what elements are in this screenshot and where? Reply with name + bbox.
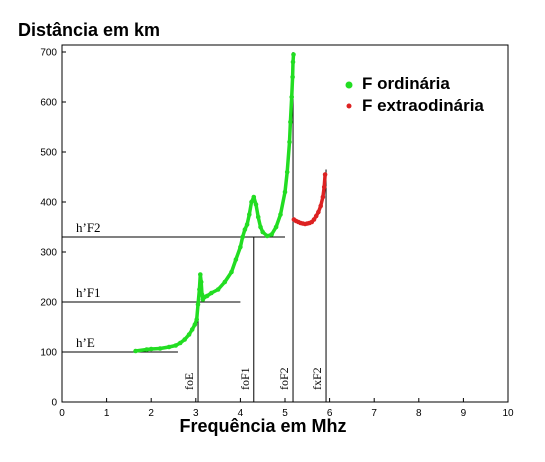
chart-title: Distância em km xyxy=(18,20,160,40)
y-tick-label: 300 xyxy=(40,248,57,259)
data-series xyxy=(133,52,328,354)
data-point xyxy=(289,94,295,100)
annotation-lines xyxy=(62,52,327,402)
legend-marker-extraordinaria xyxy=(346,103,352,109)
x-tick-label: 9 xyxy=(461,408,467,419)
data-point xyxy=(240,234,245,240)
annotation-labels: h’E h’F1 h’F2 foE foF1 foF2 fxF2 xyxy=(76,220,324,390)
data-point xyxy=(318,203,324,209)
data-point xyxy=(269,232,274,237)
data-point xyxy=(173,343,178,348)
data-point xyxy=(186,332,192,337)
data-point xyxy=(320,194,326,200)
x-tick-label: 0 xyxy=(59,408,65,419)
data-point xyxy=(198,272,203,277)
frequency-label: foF2 xyxy=(277,367,291,390)
legend-marker-ordinaria xyxy=(345,81,353,89)
x-tick-label: 6 xyxy=(327,408,333,419)
y-tick-label: 700 xyxy=(40,48,57,59)
x-tick-label: 2 xyxy=(148,408,154,419)
data-point xyxy=(288,119,293,125)
data-point xyxy=(290,74,295,80)
y-tick-label: 200 xyxy=(40,298,57,309)
x-tick-label: 1 xyxy=(104,408,110,419)
x-tick-label: 5 xyxy=(282,408,288,419)
y-tick-label: 400 xyxy=(40,198,57,209)
data-point xyxy=(249,199,254,205)
data-point xyxy=(238,244,243,250)
y-tick-label: 500 xyxy=(40,148,57,159)
x-tick-label: 4 xyxy=(238,408,244,419)
data-point xyxy=(144,347,149,352)
data-point xyxy=(204,293,210,299)
y-tick-label: 100 xyxy=(40,348,57,359)
plot-area xyxy=(61,44,509,403)
frequency-label: foE xyxy=(182,373,196,390)
height-label: h’E xyxy=(76,335,95,350)
x-axis-label: Frequência em Mhz xyxy=(179,416,346,436)
data-point xyxy=(148,346,154,352)
data-point xyxy=(157,346,163,351)
data-point xyxy=(284,169,290,175)
height-label: h’F2 xyxy=(76,220,101,235)
data-point xyxy=(198,279,204,285)
data-point xyxy=(253,202,259,207)
data-point xyxy=(229,269,234,275)
x-tick-label: 3 xyxy=(193,408,199,419)
data-point xyxy=(282,189,288,195)
data-point xyxy=(290,59,296,65)
legend-label-extraordinaria: F extraodinária xyxy=(362,96,484,115)
data-point xyxy=(166,344,172,350)
height-label: h’F1 xyxy=(76,285,101,300)
data-point xyxy=(311,217,317,222)
data-point xyxy=(251,194,257,200)
data-point xyxy=(242,227,248,232)
data-point xyxy=(278,212,283,217)
data-point xyxy=(215,287,221,292)
legend-label-ordinaria: F ordinária xyxy=(362,74,450,93)
data-point xyxy=(322,172,328,177)
data-point xyxy=(247,212,252,217)
data-point xyxy=(258,224,263,230)
data-point xyxy=(264,233,270,239)
data-point xyxy=(195,302,201,307)
x-axis: 0 1 2 3 4 5 6 7 8 9 10 xyxy=(59,398,514,419)
data-point xyxy=(209,290,214,296)
x-tick-label: 8 xyxy=(416,408,422,419)
data-point xyxy=(255,214,261,220)
legend: F ordinária F extraodinária xyxy=(345,74,484,115)
data-point xyxy=(313,213,319,219)
data-point xyxy=(189,327,195,332)
data-point xyxy=(133,348,138,354)
data-point xyxy=(316,209,321,215)
y-axis: 0 100 200 300 400 500 600 700 xyxy=(40,48,66,409)
x-tick-label: 7 xyxy=(371,408,377,419)
data-point xyxy=(233,257,239,262)
data-point xyxy=(197,287,202,292)
data-point xyxy=(222,279,228,285)
data-point xyxy=(244,222,250,227)
y-tick-label: 600 xyxy=(40,98,57,109)
data-point xyxy=(273,224,279,230)
data-point xyxy=(177,340,183,346)
data-point xyxy=(260,229,266,235)
data-point xyxy=(291,52,296,57)
data-point xyxy=(192,322,198,327)
y-tick-label: 0 xyxy=(51,398,57,409)
x-tick-label: 10 xyxy=(502,408,514,419)
data-point xyxy=(287,139,292,145)
frequency-label: foF1 xyxy=(238,367,252,390)
data-point xyxy=(321,184,327,190)
data-point xyxy=(182,337,187,342)
frequency-label: fxF2 xyxy=(310,367,324,390)
data-point xyxy=(194,317,199,322)
